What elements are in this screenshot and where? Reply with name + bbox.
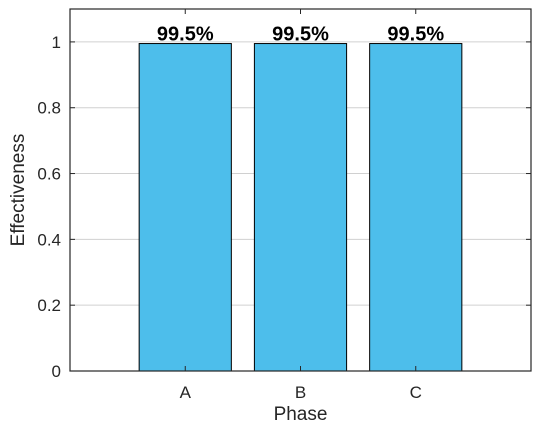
x-tick-label: C [410, 383, 422, 402]
ticks: 0 0.2 0.4 0.6 0.8 1 A B C [37, 9, 531, 402]
x-tick-label: A [180, 383, 192, 402]
y-tick-label: 0 [52, 362, 61, 381]
y-tick-label: 0.2 [37, 296, 61, 315]
y-tick-label: 0.4 [37, 230, 61, 249]
y-tick-label: 0.6 [37, 165, 61, 184]
x-axis-title: Phase [274, 404, 328, 425]
bar-data-label: 99.5% [157, 24, 214, 46]
data-labels: 99.5% 99.5% 99.5% [157, 24, 444, 46]
bar-a [138, 43, 232, 372]
bar-data-label: 99.5% [272, 24, 329, 46]
y-axis-title: Effectiveness [8, 134, 29, 247]
bar-data-label: 99.5% [387, 24, 444, 46]
y-tick-label: 0.8 [37, 99, 61, 118]
bar-c [369, 43, 463, 372]
bars [138, 43, 463, 372]
y-tick-label: 1 [52, 33, 61, 52]
x-tick-label: B [295, 383, 306, 402]
bar-b [253, 43, 348, 372]
